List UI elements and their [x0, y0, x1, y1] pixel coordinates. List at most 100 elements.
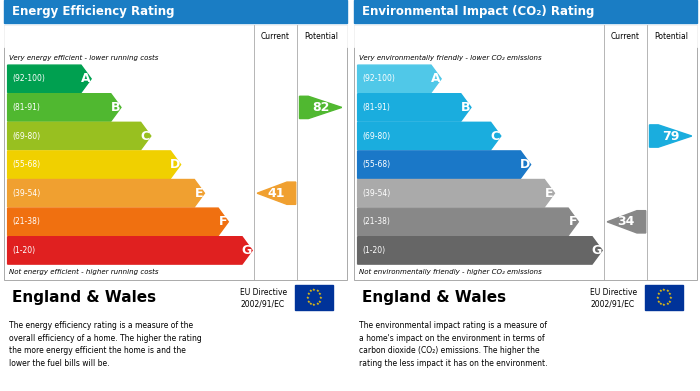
Text: (81-91): (81-91) [13, 103, 41, 112]
Text: (69-80): (69-80) [13, 131, 41, 140]
Bar [354, 282, 696, 314]
Polygon shape [8, 151, 181, 178]
Polygon shape [607, 211, 645, 233]
Polygon shape [358, 122, 500, 150]
Polygon shape [358, 151, 531, 178]
Text: The energy efficiency rating is a measure of the
overall efficiency of a home. T: The energy efficiency rating is a measur… [8, 321, 202, 368]
Text: (21-38): (21-38) [13, 217, 41, 226]
Polygon shape [358, 65, 441, 93]
Text: (55-68): (55-68) [363, 160, 391, 169]
Text: ★: ★ [655, 296, 659, 300]
Text: C: C [491, 129, 500, 142]
Text: Very environmentally friendly - lower CO₂ emissions: Very environmentally friendly - lower CO… [358, 55, 541, 61]
Text: (21-38): (21-38) [363, 217, 391, 226]
Text: EU Directive
2002/91/EC: EU Directive 2002/91/EC [590, 287, 637, 308]
Polygon shape [358, 179, 554, 207]
Text: ★: ★ [315, 303, 319, 307]
Text: G: G [592, 244, 602, 257]
Text: 41: 41 [267, 187, 285, 200]
Text: ★: ★ [662, 289, 666, 292]
Text: D: D [170, 158, 180, 171]
Bar [4, 282, 346, 314]
Text: Potential: Potential [304, 32, 339, 41]
Polygon shape [358, 94, 471, 121]
Text: ★: ★ [307, 292, 310, 296]
Text: F: F [218, 215, 227, 228]
Text: E: E [545, 187, 553, 200]
Text: Potential: Potential [654, 32, 689, 41]
Text: ★: ★ [307, 300, 310, 304]
Text: ★: ★ [665, 303, 669, 307]
Text: ★: ★ [318, 292, 321, 296]
Text: ★: ★ [659, 303, 662, 307]
Text: ★: ★ [665, 289, 669, 293]
Text: (69-80): (69-80) [363, 131, 391, 140]
Text: ★: ★ [662, 303, 666, 307]
Text: ★: ★ [305, 296, 309, 300]
Text: Not energy efficient - higher running costs: Not energy efficient - higher running co… [8, 269, 158, 275]
Bar [354, 0, 696, 23]
Text: (1-20): (1-20) [13, 246, 36, 255]
Polygon shape [257, 182, 295, 204]
Text: ★: ★ [315, 289, 319, 293]
Text: ★: ★ [657, 292, 660, 296]
Text: Very energy efficient - lower running costs: Very energy efficient - lower running co… [8, 55, 158, 61]
Polygon shape [8, 237, 252, 264]
Text: B: B [111, 101, 120, 114]
Text: ★: ★ [318, 300, 321, 304]
Text: EU Directive
2002/91/EC: EU Directive 2002/91/EC [240, 287, 287, 308]
Bar [354, 25, 696, 47]
Polygon shape [8, 94, 121, 121]
Text: 82: 82 [312, 101, 330, 114]
Text: Environmental Impact (CO₂) Rating: Environmental Impact (CO₂) Rating [362, 5, 594, 18]
Bar [295, 285, 332, 310]
Text: A: A [430, 72, 440, 85]
Text: Current: Current [611, 32, 640, 41]
Text: C: C [141, 129, 150, 142]
Polygon shape [358, 208, 578, 235]
Text: ★: ★ [657, 300, 660, 304]
Text: E: E [195, 187, 203, 200]
Text: Not environmentally friendly - higher CO₂ emissions: Not environmentally friendly - higher CO… [358, 269, 541, 275]
Text: F: F [568, 215, 577, 228]
Text: Current: Current [261, 32, 290, 41]
Text: (55-68): (55-68) [13, 160, 41, 169]
Bar [4, 25, 346, 47]
Text: D: D [520, 158, 530, 171]
Text: ★: ★ [309, 289, 312, 293]
Text: (81-91): (81-91) [363, 103, 391, 112]
Bar [354, 25, 696, 280]
Text: (39-54): (39-54) [13, 189, 41, 198]
Text: A: A [80, 72, 90, 85]
Text: The environmental impact rating is a measure of
a home's impact on the environme: The environmental impact rating is a mea… [358, 321, 547, 368]
Text: ★: ★ [668, 300, 671, 304]
Text: B: B [461, 101, 470, 114]
Text: 79: 79 [662, 129, 680, 142]
Polygon shape [358, 237, 602, 264]
Text: (92-100): (92-100) [363, 74, 396, 83]
Text: ★: ★ [668, 296, 673, 300]
Text: ★: ★ [312, 289, 316, 292]
Bar [4, 0, 346, 23]
Text: Energy Efficiency Rating: Energy Efficiency Rating [12, 5, 174, 18]
Text: ★: ★ [318, 296, 323, 300]
Polygon shape [8, 122, 150, 150]
Polygon shape [8, 179, 204, 207]
Text: England & Wales: England & Wales [12, 291, 156, 305]
Text: G: G [241, 244, 252, 257]
Polygon shape [300, 96, 342, 118]
Text: ★: ★ [668, 292, 671, 296]
Text: (1-20): (1-20) [363, 246, 386, 255]
Text: (39-54): (39-54) [363, 189, 391, 198]
Text: 34: 34 [617, 215, 635, 228]
Bar [645, 285, 682, 310]
Text: England & Wales: England & Wales [362, 291, 506, 305]
Text: (92-100): (92-100) [13, 74, 46, 83]
Bar [4, 25, 346, 280]
Text: ★: ★ [309, 303, 312, 307]
Polygon shape [8, 65, 91, 93]
Polygon shape [650, 125, 692, 147]
Text: ★: ★ [312, 303, 316, 307]
Text: ★: ★ [659, 289, 662, 293]
Polygon shape [8, 208, 228, 235]
